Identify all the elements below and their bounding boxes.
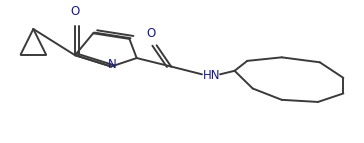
Text: HN: HN <box>203 68 221 82</box>
Text: O: O <box>70 5 80 18</box>
Text: N: N <box>108 58 117 71</box>
Text: O: O <box>147 27 156 40</box>
